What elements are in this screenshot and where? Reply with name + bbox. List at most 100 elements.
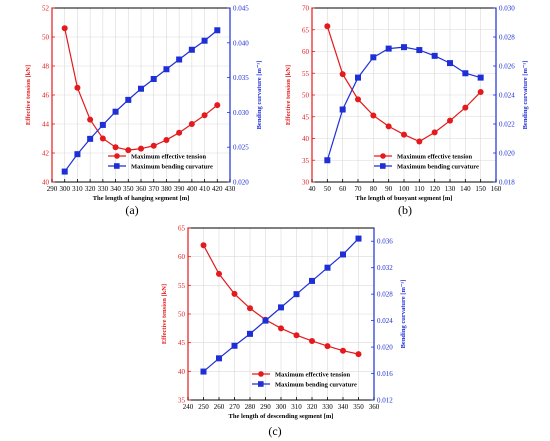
x-tick-label: 260 (214, 403, 225, 411)
x-tick-label: 40 (309, 185, 317, 193)
data-point-curvature (247, 330, 253, 337)
legend-marker (114, 153, 120, 159)
data-point-curvature (61, 168, 68, 175)
data-point-curvature (324, 157, 331, 164)
y-left-tick-label: 55 (178, 282, 186, 290)
data-point-curvature (231, 342, 238, 349)
y-right-tick-label: 0.022 (499, 121, 515, 129)
data-point-tension (138, 145, 144, 152)
panel-caption: (c) (268, 424, 281, 438)
y-left-tick-label: 40 (42, 179, 50, 187)
data-point-curvature (176, 56, 183, 63)
x-tick-label: 330 (322, 403, 333, 411)
y-right-axis-title: Bending curvature [m⁻¹] (522, 61, 529, 130)
data-point-tension (99, 135, 106, 142)
y-right-tick-label: 0.012 (377, 397, 393, 405)
legend-label: Maximum effective tension (275, 371, 350, 378)
x-tick-label: 100 (399, 185, 410, 193)
y-right-tick-label: 0.028 (499, 34, 515, 42)
data-point-tension (74, 84, 81, 91)
x-tick-label: 370 (148, 185, 159, 193)
data-point-curvature (125, 96, 132, 103)
legend-marker (380, 153, 386, 159)
panel-caption: (b) (398, 203, 412, 217)
data-point-tension (477, 88, 484, 95)
data-point-curvature (201, 37, 208, 44)
x-axis-title: The length of buoyant segment [m] (356, 195, 453, 202)
y-left-axis-title: Effective tension [kN] (285, 65, 292, 125)
data-point-curvature (401, 44, 407, 51)
data-point-tension (293, 332, 300, 339)
x-tick-label: 120 (429, 185, 440, 193)
x-tick-label: 320 (85, 185, 96, 193)
x-tick-label: 300 (59, 185, 70, 193)
x-tick-label: 360 (369, 403, 380, 411)
data-point-curvature (112, 108, 119, 115)
y-left-tick-label: 44 (42, 121, 50, 129)
data-point-tension (214, 102, 221, 109)
data-point-tension (462, 104, 469, 111)
y-right-tick-label: 0.018 (499, 179, 515, 187)
y-left-axis-title: Effective tension [kN] (161, 284, 168, 344)
y-left-tick-label: 65 (178, 225, 186, 233)
data-point-tension (61, 25, 68, 32)
legend-label: Maximum effective tension (131, 153, 206, 160)
data-point-tension (150, 142, 157, 149)
y-right-tick-label: 0.036 (377, 238, 393, 246)
x-tick-label: 80 (370, 185, 378, 193)
x-tick-label: 350 (123, 185, 134, 193)
data-point-tension (188, 121, 195, 127)
x-axis-title: The length of descending segment [m] (229, 413, 334, 420)
data-point-curvature (324, 264, 331, 271)
x-tick-label: 150 (475, 185, 486, 193)
y-left-tick-label: 70 (302, 5, 310, 13)
data-point-curvature (370, 54, 377, 61)
x-tick-label: 60 (339, 185, 347, 193)
data-point-curvature (309, 277, 315, 284)
chart-panel-a: 290 300 310 320 330 340 350 360 370 380 390 400 410 4… (25, 5, 263, 218)
x-tick-label: 50 (324, 185, 332, 193)
data-point-tension (385, 123, 392, 130)
y-left-tick-label: 65 (302, 26, 310, 34)
data-point-tension (370, 112, 377, 119)
y-left-tick-label: 55 (302, 70, 310, 78)
data-point-tension (231, 290, 238, 297)
x-tick-label: 420 (212, 185, 223, 193)
data-point-curvature (262, 317, 269, 324)
data-point-tension (340, 347, 346, 354)
y-right-tick-label: 0.030 (499, 5, 515, 13)
y-left-tick-label: 42 (42, 150, 50, 158)
data-point-tension (163, 136, 170, 143)
y-right-tick-label: 0.028 (377, 291, 393, 299)
y-left-tick-label: 60 (178, 253, 186, 261)
data-point-curvature (216, 355, 222, 362)
y-left-tick-label: 35 (302, 157, 310, 165)
x-tick-label: 380 (161, 185, 172, 193)
x-tick-label: 130 (445, 185, 456, 193)
data-point-curvature (293, 291, 300, 298)
y-left-tick-label: 46 (42, 92, 50, 100)
x-tick-label: 360 (136, 185, 147, 193)
data-point-curvature (99, 121, 106, 128)
y-left-tick-label: 50 (178, 311, 186, 319)
data-point-tension (355, 96, 361, 103)
data-point-tension (176, 129, 183, 136)
x-tick-label: 270 (229, 403, 240, 411)
y-left-tick-label: 60 (302, 48, 310, 56)
x-tick-label: 250 (198, 403, 209, 411)
data-point-tension (201, 112, 208, 119)
data-point-tension (87, 116, 94, 123)
y-left-tick-label: 48 (42, 63, 50, 71)
y-right-tick-label: 0.040 (233, 39, 249, 47)
chart-panel-b: 40 50 60 70 80 90 100 110 120 130 140 150 160 30 35 40 4… (285, 5, 529, 218)
y-right-tick-label: 0.024 (377, 317, 393, 325)
data-point-curvature (462, 70, 469, 77)
x-tick-label: 140 (460, 185, 471, 193)
data-point-tension (447, 117, 453, 124)
legend-label: Maximum bending curvature (397, 163, 479, 170)
y-right-tick-label: 0.035 (233, 74, 249, 82)
y-left-tick-label: 50 (42, 34, 50, 42)
y-right-tick-label: 0.026 (499, 63, 515, 71)
y-left-tick-label: 35 (178, 397, 186, 405)
y-left-axis-title: Effective tension [kN] (25, 65, 32, 125)
